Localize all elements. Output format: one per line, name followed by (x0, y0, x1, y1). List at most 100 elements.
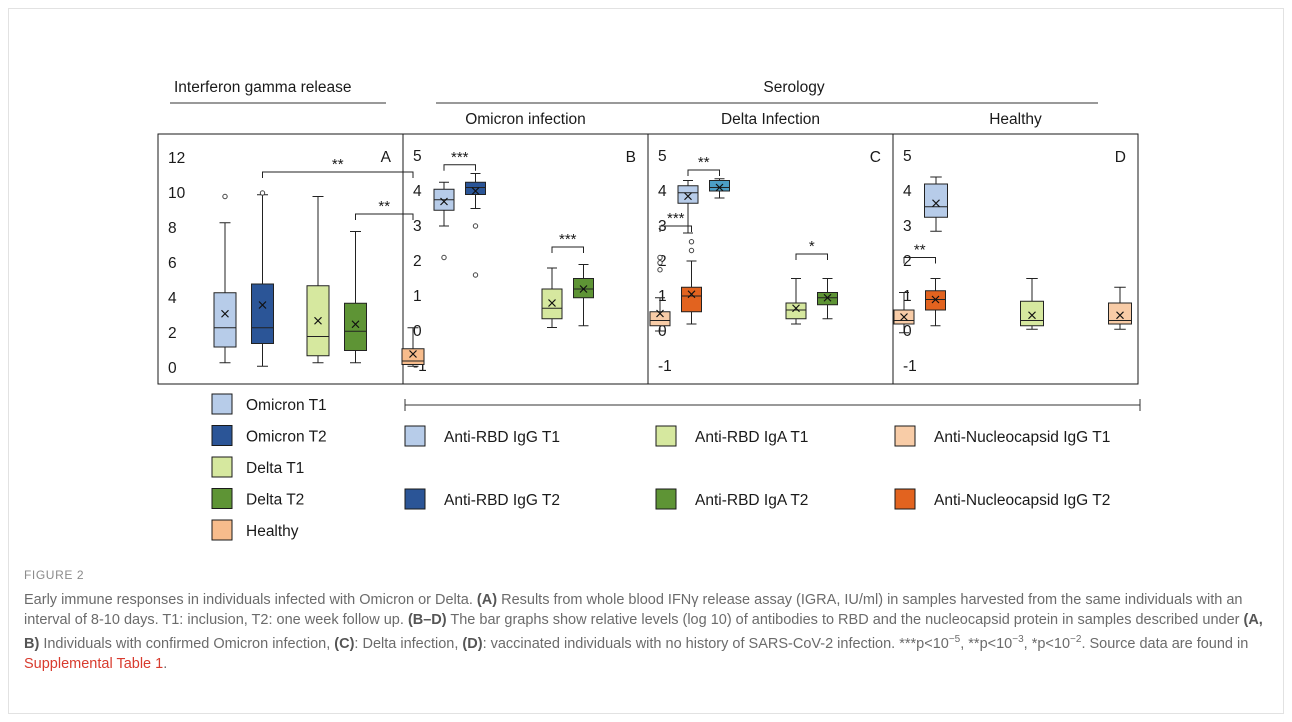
caption-fragment: The bar graphs show relative levels (log… (446, 612, 1244, 628)
caption-fragment: (A) (476, 592, 498, 608)
panel-B-significance-label: *** (559, 231, 577, 248)
legend-right-swatch (404, 425, 426, 447)
panel-C-significance-label: ** (698, 154, 710, 171)
panel-D-tick-label: 2 (903, 253, 912, 270)
caption-fragment: . (163, 655, 168, 672)
panel-A-box-4-iqr (344, 302, 367, 351)
figure-caption: FIGURE 2 Early immune responses in indiv… (24, 568, 1274, 674)
panel-A-box-5-mean-marker (409, 350, 417, 358)
legend-left-swatch (211, 519, 233, 541)
legend-left-label: Omicron T2 (246, 429, 327, 446)
caption-fragment: : Delta infection, (354, 635, 463, 652)
panel-B-box-6-outlier (688, 247, 695, 254)
panel-B-box-1-mean-marker (440, 197, 448, 206)
panel-B-box-3-iqr (541, 288, 563, 320)
panel-C-tick-label: 1 (658, 288, 667, 305)
panel-A-box-1-outlier (222, 193, 228, 200)
caption-fragment: Early immune responses in individuals in… (24, 592, 477, 608)
panel-D-box-1-mean-marker (932, 199, 940, 208)
legend-left-label: Delta T2 (246, 492, 304, 509)
panel-B-tick-label: 0 (413, 323, 422, 340)
panel-A-significance-label: ** (378, 198, 390, 215)
caption-text: Early immune responses in individuals in… (24, 590, 1274, 674)
panel-D-box-3-mean-marker (1116, 311, 1124, 320)
panel-D-tick-label: -1 (903, 358, 917, 375)
panel-B-box-2-outlier (472, 272, 479, 278)
panel-C-title: Delta Infection (721, 111, 820, 128)
panel-C-box-1-mean-marker (684, 192, 692, 201)
panel-C-significance-label: ** (914, 242, 926, 259)
panel-A-tick-label: 0 (168, 360, 177, 377)
panel-A-box-3-mean-marker (314, 316, 322, 325)
panel-C-box-5-mean-marker (900, 313, 908, 321)
panel-B-box-5-iqr (649, 311, 671, 327)
panel-B-significance-bracket (443, 164, 476, 171)
panel-D-frame (892, 133, 1139, 385)
panel-B-letter: B (626, 149, 636, 166)
legend-right-swatch (404, 488, 426, 510)
legend-right-swatch (894, 488, 916, 510)
legend-left-swatch (211, 393, 233, 415)
panel-A-significance-bracket (355, 213, 414, 220)
panel-A-significance-bracket (262, 171, 414, 178)
panel-B-title: Omicron infection (465, 111, 586, 128)
panel-D-tick-label: 1 (903, 288, 912, 305)
panel-A-tick-label: 12 (168, 150, 185, 167)
panel-A-box-2-mean-marker (258, 301, 267, 309)
caption-fragment: (D) (462, 635, 483, 652)
panel-B-tick-label: 2 (413, 253, 422, 270)
panel-C-significance-bracket (687, 169, 720, 176)
legend-right-swatch (894, 425, 916, 447)
caption-fragment: Results from whole blood IFNγ release as… (24, 592, 1243, 628)
panel-B-tick-label: 1 (413, 288, 422, 305)
panel-A-letter: A (381, 149, 392, 166)
header-igra-label: Interferon gamma release (174, 79, 351, 96)
panel-B-box-2-mean-marker (471, 187, 480, 195)
panel-B-significance-bracket (551, 246, 584, 253)
panel-C-box-3-mean-marker (792, 304, 800, 313)
panel-C-tick-label: 5 (658, 148, 667, 165)
caption-fragment: (C) (334, 635, 355, 652)
panel-D-box-2-iqr (1020, 300, 1044, 327)
panel-D-tick-label: 4 (903, 183, 912, 200)
panel-D-tick-label: 0 (903, 323, 912, 340)
panel-C-box-4-iqr (817, 292, 838, 306)
panel-A-tick-label: 10 (168, 185, 186, 202)
caption-fragment: (B–D) (407, 612, 447, 628)
panel-D-box-1-iqr (924, 183, 948, 218)
legend-right-swatch (655, 488, 677, 510)
legend-left-swatch (211, 488, 233, 509)
panel-B-box-4-iqr (573, 278, 594, 299)
panel-B-tick-label: 4 (413, 183, 422, 200)
legend-left-label: Delta T1 (246, 460, 304, 477)
panel-B-box-5-outlier (657, 260, 663, 266)
panel-A-significance-label: ** (332, 156, 344, 173)
panel-B-box-2-iqr (465, 181, 486, 195)
panel-B-box-6-iqr (681, 286, 702, 313)
panel-A-box-5-iqr (401, 348, 425, 365)
panel-D-box-2-mean-marker (1028, 311, 1036, 320)
panel-C-frame (647, 133, 894, 385)
figure-frame (8, 8, 1284, 714)
panel-B-box-3-mean-marker (548, 299, 556, 307)
panel-D-title: Healthy (989, 111, 1042, 128)
caption-fragment: : vaccinated individuals with no history… (482, 635, 949, 652)
panel-B-box-5-outlier (657, 254, 663, 261)
caption-fragment: −3 (1012, 634, 1024, 645)
legend-right-swatch (655, 425, 677, 447)
panel-C-significance-bracket (795, 253, 828, 260)
panel-A-box-1-mean-marker (221, 309, 229, 318)
supplemental-table-link[interactable]: Supplemental Table 1 (24, 655, 164, 672)
panel-B-box-5-mean-marker (656, 309, 664, 318)
panel-C-box-4-mean-marker (823, 293, 832, 302)
caption-fragment: −2 (1070, 634, 1082, 645)
legend-left-swatch (211, 425, 233, 446)
panel-B-box-6-mean-marker (687, 290, 696, 299)
panel-B-significance-label: *** (451, 149, 469, 166)
panel-C-significance-label: * (809, 238, 815, 255)
panel-A-box-2-iqr (251, 283, 274, 344)
caption-fragment: Individuals with confirmed Omicron infec… (39, 635, 335, 652)
caption-fragment: −5 (948, 634, 961, 645)
panel-C-significance-bracket (903, 257, 936, 264)
panel-B-box-1-outlier (441, 254, 447, 261)
